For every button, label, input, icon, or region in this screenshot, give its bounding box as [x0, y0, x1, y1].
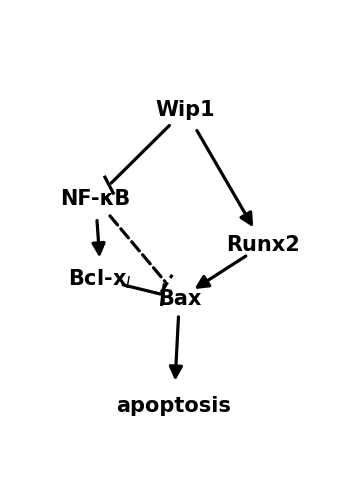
Text: Bcl-x$_L$: Bcl-x$_L$ [68, 268, 135, 291]
Text: NF-κB: NF-κB [60, 188, 131, 208]
Text: Wip1: Wip1 [155, 100, 215, 120]
Text: Bax: Bax [158, 288, 201, 308]
Text: Runx2: Runx2 [226, 235, 300, 255]
Text: apoptosis: apoptosis [116, 396, 231, 416]
